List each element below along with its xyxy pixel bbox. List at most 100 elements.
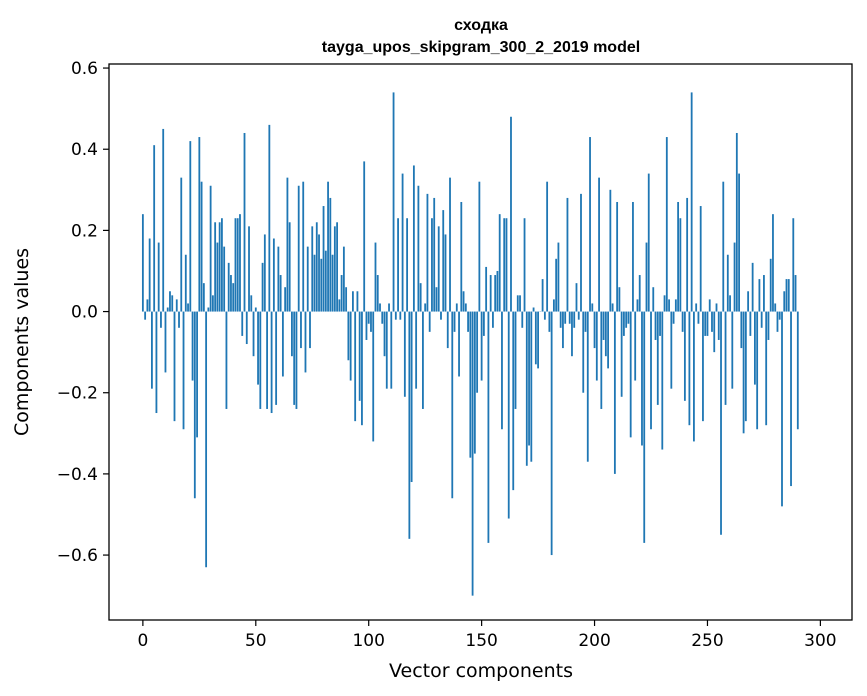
bar	[370, 311, 372, 332]
bar	[668, 299, 670, 312]
bar	[607, 311, 609, 369]
bar	[442, 210, 445, 312]
bar	[473, 311, 476, 454]
bar	[562, 311, 564, 349]
bar	[403, 311, 406, 397]
bar	[552, 299, 555, 312]
bar	[643, 311, 646, 543]
bar	[717, 311, 720, 340]
bar	[349, 311, 352, 381]
bar	[324, 250, 327, 312]
bar	[225, 311, 228, 409]
bar	[250, 295, 253, 312]
bar	[385, 311, 388, 389]
bar	[214, 222, 217, 312]
bar	[586, 311, 589, 462]
bar	[751, 262, 754, 312]
bar	[510, 116, 512, 312]
y-tick-label: 0.0	[71, 303, 98, 323]
bar	[397, 218, 399, 312]
bar	[704, 311, 707, 336]
bar	[765, 311, 768, 426]
bar	[665, 137, 668, 312]
bar	[769, 258, 772, 312]
y-axis: −0.6 −0.4 −0.2 0.0 0.2 0.4 0.6	[57, 59, 109, 566]
bar	[302, 181, 305, 312]
bar	[291, 311, 293, 357]
bar	[169, 291, 171, 312]
bar	[772, 214, 774, 312]
y-tick-label: −0.4	[57, 465, 98, 485]
bar	[406, 218, 409, 312]
bar	[749, 311, 752, 336]
bar	[453, 311, 456, 332]
bar	[451, 311, 454, 499]
bar	[300, 311, 302, 349]
bar	[530, 311, 533, 462]
bar	[711, 311, 713, 332]
bar	[162, 128, 165, 312]
bar	[263, 234, 266, 312]
bar	[699, 206, 702, 312]
bar	[297, 185, 300, 312]
bar	[340, 275, 343, 312]
bar	[604, 311, 607, 357]
x-tick-label: 200	[578, 631, 610, 651]
bar	[555, 258, 558, 312]
bar	[440, 311, 442, 320]
bar	[571, 311, 573, 357]
bar	[591, 303, 594, 312]
bar	[381, 311, 384, 324]
bar	[541, 279, 544, 312]
bar	[503, 218, 506, 312]
bar	[218, 222, 221, 312]
bar	[595, 311, 598, 381]
bar	[790, 311, 792, 487]
bar	[205, 311, 208, 568]
bar	[740, 311, 743, 349]
bar	[738, 173, 740, 312]
bar	[141, 214, 144, 312]
bar	[647, 173, 650, 312]
bar	[200, 181, 203, 312]
chart-subtitle: tayga_upos_skipgram_300_2_2019 model	[322, 39, 640, 56]
bar	[580, 193, 582, 312]
bar	[230, 275, 232, 312]
bar	[659, 311, 661, 336]
x-tick-label: 250	[691, 631, 723, 651]
bar	[722, 181, 725, 312]
bar	[311, 226, 314, 312]
x-axis: 0 50 100 150 200 250 300	[137, 620, 837, 651]
bar	[467, 311, 469, 332]
bar	[577, 311, 580, 320]
bar	[519, 295, 521, 312]
bar	[613, 311, 616, 474]
bar	[654, 311, 657, 340]
bar	[528, 311, 530, 446]
bar	[706, 311, 709, 336]
bar	[221, 218, 223, 312]
bar	[758, 279, 761, 312]
y-tick-label: −0.2	[57, 384, 98, 404]
bar	[365, 311, 368, 340]
bar	[514, 311, 517, 409]
bar	[564, 311, 567, 324]
bar	[487, 311, 490, 543]
bar	[268, 124, 271, 312]
bar	[184, 254, 187, 312]
x-tick-label: 150	[465, 631, 497, 651]
bar	[683, 311, 686, 401]
bar	[286, 177, 289, 312]
bar	[598, 177, 600, 312]
bar	[469, 311, 472, 458]
bar	[753, 311, 756, 385]
bar	[412, 165, 415, 312]
bar	[458, 311, 460, 377]
bar	[166, 307, 169, 312]
bar	[388, 303, 390, 312]
bar	[422, 311, 424, 409]
bar	[232, 283, 235, 312]
bar	[338, 299, 341, 312]
bar	[464, 303, 467, 312]
bar	[254, 307, 257, 312]
